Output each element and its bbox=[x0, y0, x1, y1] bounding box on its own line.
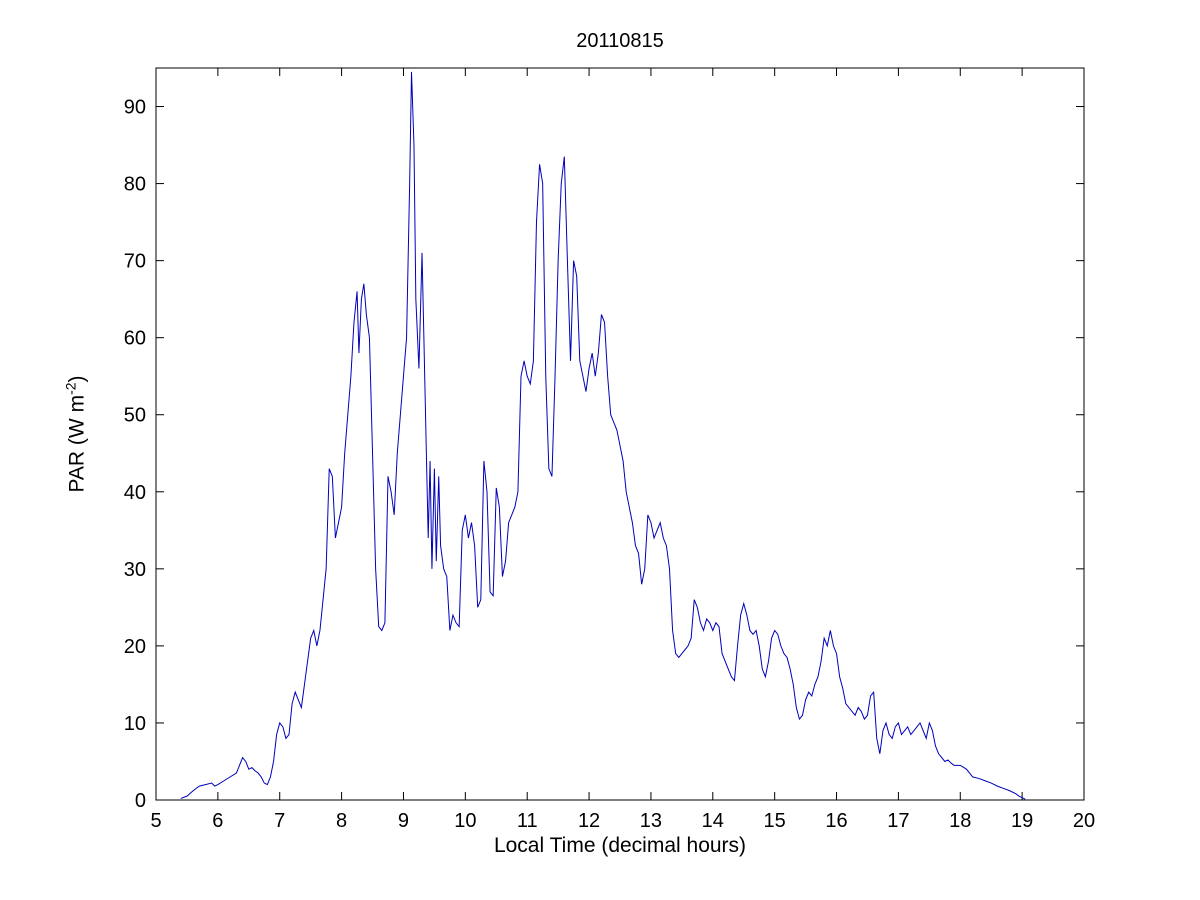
x-tick-label: 16 bbox=[825, 810, 847, 832]
x-tick-label: 10 bbox=[454, 810, 476, 832]
y-tick-label: 10 bbox=[124, 713, 146, 735]
x-tick-label: 14 bbox=[702, 810, 724, 832]
x-tick-label: 12 bbox=[578, 810, 600, 832]
y-tick-label: 0 bbox=[135, 790, 146, 812]
y-axis-label-superscript: -2 bbox=[62, 382, 79, 395]
x-tick-label: 19 bbox=[1011, 810, 1033, 832]
chart-title: 20110815 bbox=[576, 30, 664, 52]
x-tick-label: 11 bbox=[517, 810, 538, 832]
y-axis-label-prefix: PAR (W m bbox=[65, 394, 89, 493]
y-tick-label: 30 bbox=[124, 559, 146, 581]
x-tick-label: 8 bbox=[336, 810, 347, 832]
x-axis-label: Local Time (decimal hours) bbox=[493, 834, 747, 857]
x-tick-label: 15 bbox=[764, 810, 786, 832]
x-tick-label: 20 bbox=[1073, 810, 1095, 832]
y-axis-label: PAR (W m-2) bbox=[63, 375, 90, 492]
x-tick-label: 7 bbox=[274, 810, 285, 832]
y-tick-label: 20 bbox=[124, 636, 146, 658]
y-tick-label: 40 bbox=[124, 482, 146, 504]
x-tick-label: 17 bbox=[887, 810, 909, 832]
x-tick-label: 5 bbox=[150, 810, 161, 832]
y-tick-label: 80 bbox=[124, 174, 146, 196]
y-tick-label: 70 bbox=[124, 251, 146, 273]
x-tick-label: 6 bbox=[212, 810, 223, 832]
x-tick-label: 9 bbox=[398, 810, 409, 832]
x-tick-label: 13 bbox=[640, 810, 662, 832]
y-tick-label: 90 bbox=[124, 97, 146, 119]
y-tick-label: 50 bbox=[124, 405, 146, 427]
axes-box bbox=[155, 67, 1085, 801]
x-tick-label: 18 bbox=[949, 810, 971, 832]
par-data-line bbox=[180, 71, 1026, 800]
y-tick-label: 60 bbox=[124, 328, 146, 350]
y-axis-label-suffix: ) bbox=[65, 375, 89, 383]
